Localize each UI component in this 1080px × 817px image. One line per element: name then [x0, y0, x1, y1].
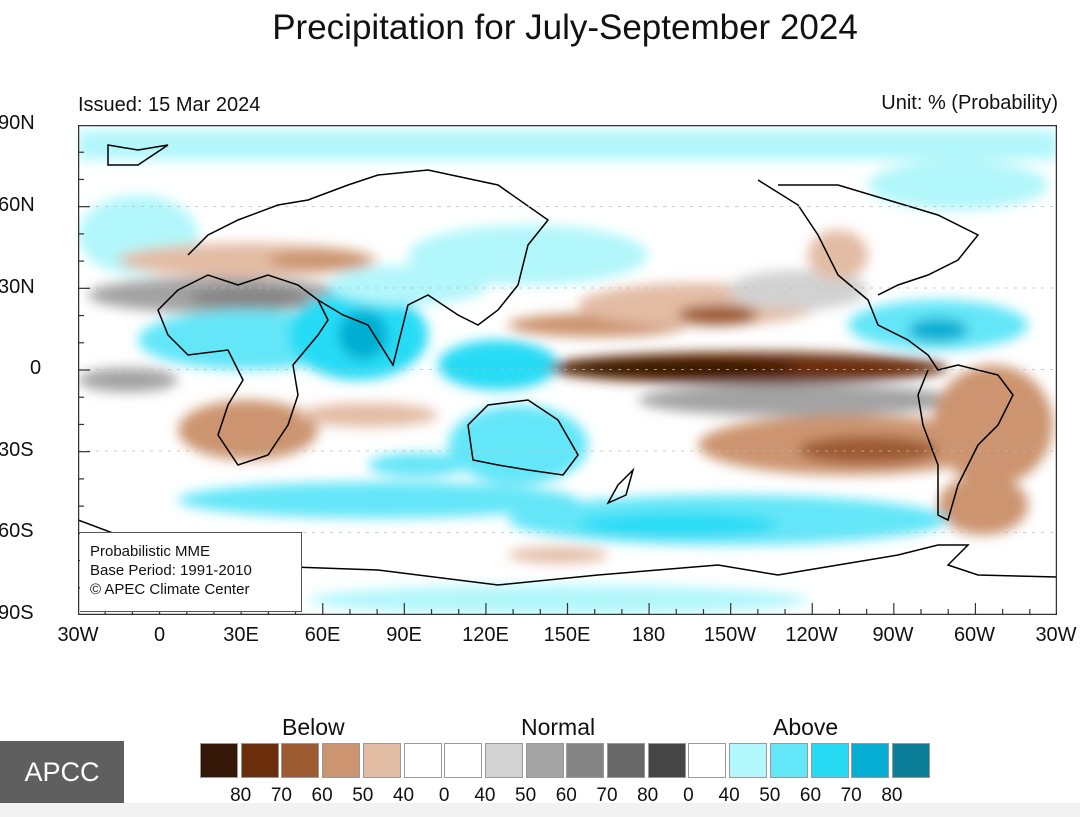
y-label-90n: 90N: [0, 112, 35, 134]
y-label-60n: 60N: [0, 194, 35, 216]
legend-swatch: [403, 743, 442, 778]
legend-swatch: [200, 743, 238, 778]
x-label: 90E: [386, 624, 422, 646]
legend-label: 80: [230, 785, 252, 806]
issued-date: Issued: 15 Mar 2024: [78, 94, 261, 116]
legend-normal-title: Normal: [521, 714, 596, 740]
bottom-bar: [0, 803, 1080, 817]
legend-swatch: [240, 743, 279, 778]
coastlines: [78, 144, 1057, 586]
x-label: 60E: [304, 624, 341, 646]
legend-swatch: [362, 743, 401, 778]
legend-swatch: [525, 743, 564, 778]
x-label: 90W: [872, 624, 914, 646]
legend-swatch: [444, 743, 483, 778]
legend-below-title: Below: [282, 714, 345, 740]
y-label-eq: 0: [30, 357, 42, 379]
legend-swatch: [647, 743, 686, 778]
apcc-logo: APCC: [0, 741, 124, 803]
y-label-30n: 30N: [0, 276, 35, 298]
unit-label: Unit: % (Probability): [881, 92, 1058, 114]
legend-label: 0: [683, 785, 694, 806]
legend-label: 50: [352, 785, 374, 806]
legend-label: 80: [637, 785, 659, 806]
x-label: 150E: [543, 624, 591, 646]
legend-swatch: [810, 743, 849, 778]
legend-label: 40: [718, 785, 740, 806]
info-line-base-period: Base Period: 1991-2010: [90, 562, 252, 579]
info-line-model: Probabilistic MME: [90, 543, 211, 560]
legend-swatch: [281, 743, 320, 778]
legend-label: 0: [438, 785, 450, 806]
info-line-copyright: © APEC Climate Center: [90, 581, 250, 598]
legend-label: 70: [270, 785, 292, 806]
anomaly-fields: [78, 130, 1057, 615]
chart-title: Precipitation for July-September 2024: [272, 8, 858, 47]
y-label-90s: 90S: [0, 602, 34, 624]
x-label: 180: [631, 624, 666, 646]
legend-label: 70: [840, 785, 862, 806]
axis-ticks: [78, 125, 1057, 615]
x-label: 120W: [785, 624, 838, 646]
legend-swatch: [851, 743, 890, 778]
y-label-60s: 60S: [0, 520, 34, 542]
legend-label: 40: [474, 785, 496, 806]
legend-swatch: [891, 743, 930, 778]
legend-label: 60: [799, 785, 822, 806]
legend-label: 70: [596, 785, 618, 806]
info-box: Probabilistic MME Base Period: 1991-2010…: [80, 532, 302, 612]
x-label: 30W: [57, 624, 99, 646]
x-label: 120E: [462, 624, 509, 646]
legend-swatch: [729, 743, 768, 778]
legend-swatch: [688, 743, 727, 778]
legend-label: 80: [881, 785, 903, 806]
legend-label: 60: [555, 785, 577, 806]
legend-swatch: [566, 743, 605, 778]
legend-label: 50: [759, 785, 781, 806]
legend-swatch: [607, 743, 645, 778]
x-label: 30E: [223, 624, 259, 646]
legend-above-title: Above: [773, 714, 839, 740]
x-label: 0: [153, 624, 166, 646]
legend-label: 40: [392, 785, 415, 806]
legend-label: 60: [311, 785, 333, 806]
legend-swatch: [484, 743, 523, 778]
x-label: 150W: [703, 624, 757, 646]
x-label: 30W: [1035, 624, 1077, 646]
legend-label: 50: [515, 785, 537, 806]
legend-swatch: [322, 743, 361, 778]
y-label-30s: 30S: [0, 439, 34, 461]
legend-swatch: [769, 743, 808, 778]
x-label: 60W: [953, 624, 996, 646]
